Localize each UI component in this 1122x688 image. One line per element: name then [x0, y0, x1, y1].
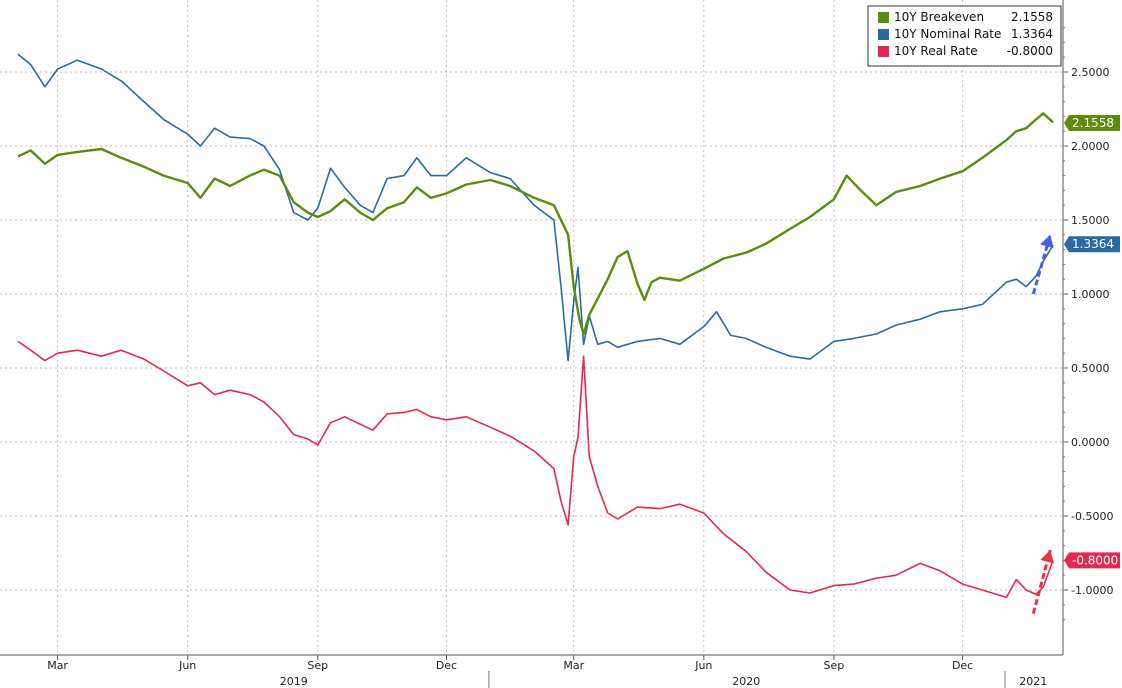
tag-background [1064, 552, 1120, 569]
x-tick-label: Dec [952, 659, 973, 672]
tag-background [1064, 236, 1120, 253]
last-value-tag: 1.3364 [1064, 236, 1120, 253]
annotation-arrowhead [1040, 234, 1054, 249]
tag-value: 1.3364 [1072, 237, 1114, 251]
legend-swatch [878, 29, 889, 40]
y-tick-label: 1.0000 [1071, 288, 1110, 301]
annotations [1031, 234, 1054, 615]
last-value-tags: 2.1558 1.3364 -0.8000 [1064, 114, 1120, 569]
legend: 10Y Breakeven 2.1558 10Y Nominal Rate 1.336… [867, 5, 1062, 67]
tag-background [1064, 114, 1120, 131]
annotation-arrowhead [1040, 550, 1054, 564]
legend-box [867, 5, 1062, 67]
x-tick-label: Sep [824, 659, 845, 672]
y-tick-label: 2.5000 [1071, 66, 1110, 79]
legend-series-value: -0.8000 [1007, 44, 1053, 58]
y-tick-label: 0.0000 [1071, 436, 1110, 449]
y-tick-label: -1.0000 [1071, 584, 1113, 597]
y-tick-label: 2.0000 [1071, 140, 1110, 153]
legend-swatch [878, 12, 889, 23]
annotation-arrow [1031, 234, 1052, 295]
series-line-10y-breakeven [17, 112, 1054, 336]
x-tick-label: Jun [694, 659, 712, 672]
tag-value: -0.8000 [1072, 553, 1118, 567]
legend-series-name: 10Y Nominal Rate [894, 27, 1001, 41]
last-value-tag: 2.1558 [1064, 114, 1120, 131]
series-line-10y-nominal-rate [17, 53, 1054, 362]
x-tick-label: Dec [436, 659, 457, 672]
x-tick-label: Mar [563, 659, 584, 672]
x-tick-label: Mar [47, 659, 68, 672]
series-lines [17, 53, 1054, 599]
legend-series-name: 10Y Real Rate [894, 44, 978, 58]
legend-series-name: 10Y Breakeven [894, 10, 984, 24]
legend-series-value: 2.1558 [1011, 10, 1053, 24]
tag-value: 2.1558 [1072, 116, 1114, 130]
y-tick-label: -0.5000 [1071, 510, 1113, 523]
last-value-tag: -0.8000 [1064, 552, 1120, 569]
y-tick-label: 0.5000 [1071, 362, 1110, 375]
year-label: 2019 [280, 675, 308, 688]
year-label: 2020 [732, 675, 760, 688]
legend-series-value: 1.3364 [1011, 27, 1053, 41]
legend-swatch [878, 46, 889, 57]
grid [0, 0, 1063, 655]
y-tick-label: 1.5000 [1071, 214, 1110, 227]
year-label: 2021 [1019, 675, 1047, 688]
series-line-10y-real-rate [17, 340, 1054, 599]
x-tick-label: Jun [178, 659, 196, 672]
x-tick-label: Sep [307, 659, 328, 672]
